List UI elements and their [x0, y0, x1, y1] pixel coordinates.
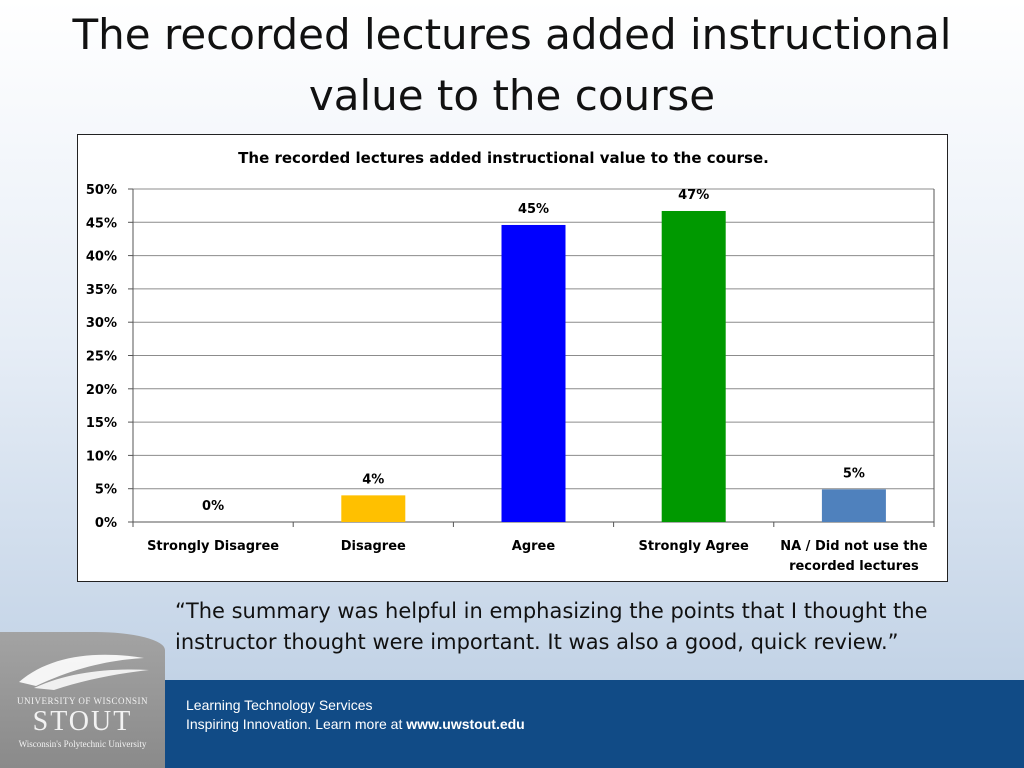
data-label: 4%	[362, 472, 384, 487]
bar	[501, 224, 566, 522]
data-label: 0%	[202, 499, 224, 514]
category-label-line: recorded lectures	[789, 559, 919, 574]
logo-subtitle-text: Wisconsin's Polytechnic University	[18, 739, 147, 749]
category-label: NA / Did not use the recorded lectures	[780, 539, 928, 574]
footer-tagline-text: Inspiring Innovation. Learn more at	[186, 716, 407, 732]
y-tick-label: 0%	[95, 516, 117, 531]
bar	[821, 489, 886, 522]
y-tick-label: 25%	[86, 350, 117, 365]
footer-website-link[interactable]: www.uwstout.edu	[406, 716, 525, 732]
category-label-line: NA / Did not use the	[780, 539, 928, 554]
chart-frame: The recorded lectures added instructiona…	[77, 134, 948, 582]
y-tick-label: 35%	[86, 283, 117, 298]
category-label-line: Strongly Agree	[639, 539, 750, 554]
data-label: 45%	[518, 202, 549, 217]
bar	[661, 210, 726, 522]
university-logo-panel: UNIVERSITY OF WISCONSIN STOUT Wisconsin'…	[0, 632, 165, 768]
y-tick-label: 5%	[95, 483, 117, 498]
y-tick-label: 30%	[86, 316, 117, 331]
y-tick-label: 15%	[86, 416, 117, 431]
y-tick-label: 45%	[86, 216, 117, 231]
category-label: Agree	[512, 539, 556, 554]
category-label: Disagree	[341, 539, 406, 554]
category-label: Strongly Agree	[639, 539, 750, 554]
category-label-line: Disagree	[341, 539, 406, 554]
y-tick-label: 20%	[86, 383, 117, 398]
y-tick-label: 50%	[86, 183, 117, 198]
slide-title: The recorded lectures added instructiona…	[72, 10, 952, 120]
footer-bar: Learning Technology Services Inspiring I…	[165, 680, 1024, 768]
bar-chart: The recorded lectures added instructiona…	[86, 149, 935, 574]
category-label: Strongly Disagree	[147, 539, 279, 554]
bar	[341, 495, 406, 522]
logo-stout-text: STOUT	[32, 706, 133, 737]
category-label-line: Strongly Disagree	[147, 539, 279, 554]
chart-title: The recorded lectures added instructiona…	[238, 149, 769, 167]
logo-university-text: UNIVERSITY OF WISCONSIN	[16, 696, 148, 706]
y-tick-label: 10%	[86, 449, 117, 464]
category-label-line: Agree	[512, 539, 556, 554]
data-label: 5%	[843, 466, 865, 481]
quote-text: “The summary was helpful in emphasizing …	[175, 599, 928, 654]
y-tick-label: 40%	[86, 250, 117, 265]
footer-tagline: Inspiring Innovation. Learn more at www.…	[186, 716, 525, 732]
data-label: 47%	[678, 188, 709, 203]
footer-department: Learning Technology Services	[186, 697, 373, 713]
stout-wing-logo-icon	[19, 654, 149, 690]
